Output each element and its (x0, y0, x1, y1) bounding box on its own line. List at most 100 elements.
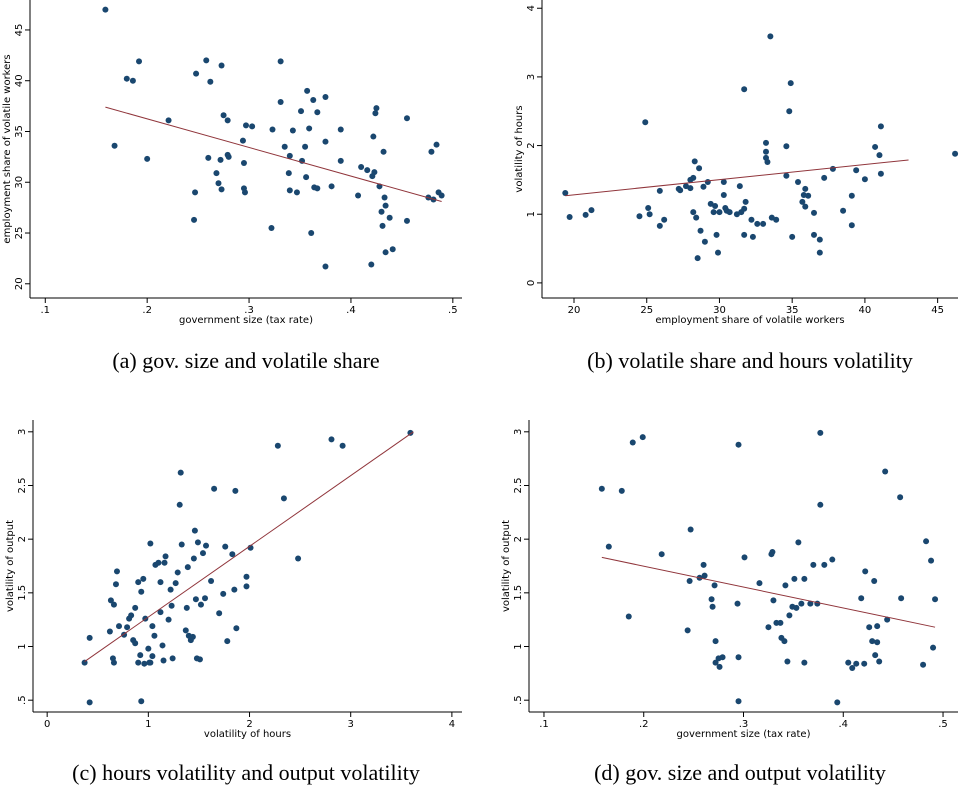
point (213, 170, 220, 177)
point (197, 601, 204, 608)
point (858, 595, 865, 602)
point (169, 655, 176, 662)
point (786, 612, 793, 619)
point (149, 653, 156, 660)
point (829, 165, 836, 172)
y-tick-label: 3 (513, 429, 524, 435)
point (716, 209, 723, 216)
point (811, 231, 817, 238)
point (308, 230, 315, 237)
y-tick-label: 2 (526, 142, 537, 148)
point (220, 112, 227, 119)
point (783, 143, 790, 150)
point (791, 575, 798, 582)
point (708, 596, 715, 603)
point (176, 501, 183, 508)
point (167, 586, 174, 593)
point (138, 698, 145, 705)
point (194, 539, 201, 546)
point (735, 441, 742, 448)
point (748, 216, 755, 223)
point (677, 187, 684, 194)
fit-line (105, 106, 442, 203)
point (872, 143, 879, 150)
point (177, 469, 184, 476)
point (293, 189, 300, 196)
point (137, 652, 144, 659)
point (811, 209, 817, 216)
y-tick-label: 1.5 (17, 585, 28, 601)
point (286, 152, 293, 159)
point (704, 178, 711, 185)
point (713, 231, 720, 238)
point (656, 222, 663, 229)
point (240, 159, 247, 166)
point (203, 57, 210, 64)
point (871, 578, 878, 585)
point (696, 165, 703, 172)
point (172, 580, 179, 587)
point (203, 542, 210, 549)
point (566, 213, 573, 220)
x-tick-label: .5 (448, 305, 458, 316)
point (684, 627, 691, 634)
point (952, 150, 959, 157)
point (205, 154, 212, 161)
point (310, 97, 317, 104)
point (111, 142, 118, 149)
point (157, 609, 164, 616)
point (268, 224, 275, 231)
y-tick-label: 3 (17, 429, 28, 435)
point (295, 555, 302, 562)
point (207, 78, 214, 85)
point (789, 233, 796, 240)
x-tick-label: 1 (145, 719, 151, 730)
y-tick-label: 4 (526, 5, 537, 11)
point (215, 180, 222, 187)
point (877, 123, 884, 130)
point (598, 485, 605, 492)
point (639, 434, 646, 441)
point (869, 638, 876, 645)
point (178, 541, 185, 548)
point (710, 209, 717, 216)
point (932, 596, 939, 603)
x-tick-label: .2 (639, 719, 649, 730)
point (159, 642, 166, 649)
point (735, 698, 742, 705)
point (817, 429, 824, 436)
point (765, 624, 772, 631)
point (821, 561, 828, 568)
point (767, 33, 774, 40)
point (403, 115, 410, 122)
point (128, 612, 135, 619)
point (218, 186, 225, 193)
point (302, 143, 309, 150)
point (280, 495, 287, 502)
point (191, 216, 198, 223)
x-tick-label: .2 (142, 305, 152, 316)
y-tick-label: 0 (526, 280, 537, 286)
point (787, 80, 794, 87)
point (124, 624, 131, 631)
point (793, 604, 800, 611)
point (202, 595, 209, 602)
point (716, 663, 723, 670)
point (174, 569, 181, 576)
point (777, 619, 784, 626)
point (720, 192, 727, 199)
caption: (b) volatile share and hours volatility (587, 348, 913, 373)
point (848, 192, 855, 199)
point (314, 109, 321, 116)
point (928, 557, 935, 564)
point (661, 216, 668, 223)
point (898, 595, 905, 602)
point (920, 661, 927, 668)
point (379, 222, 386, 229)
point (861, 660, 868, 667)
point (687, 185, 694, 192)
caption: (a) gov. size and volatile share (112, 348, 379, 373)
point (196, 656, 203, 663)
panel: .1 .2 .3 .4 .5 .5 1 1.5 2 2.5 3 government size (ta… (501, 420, 958, 785)
